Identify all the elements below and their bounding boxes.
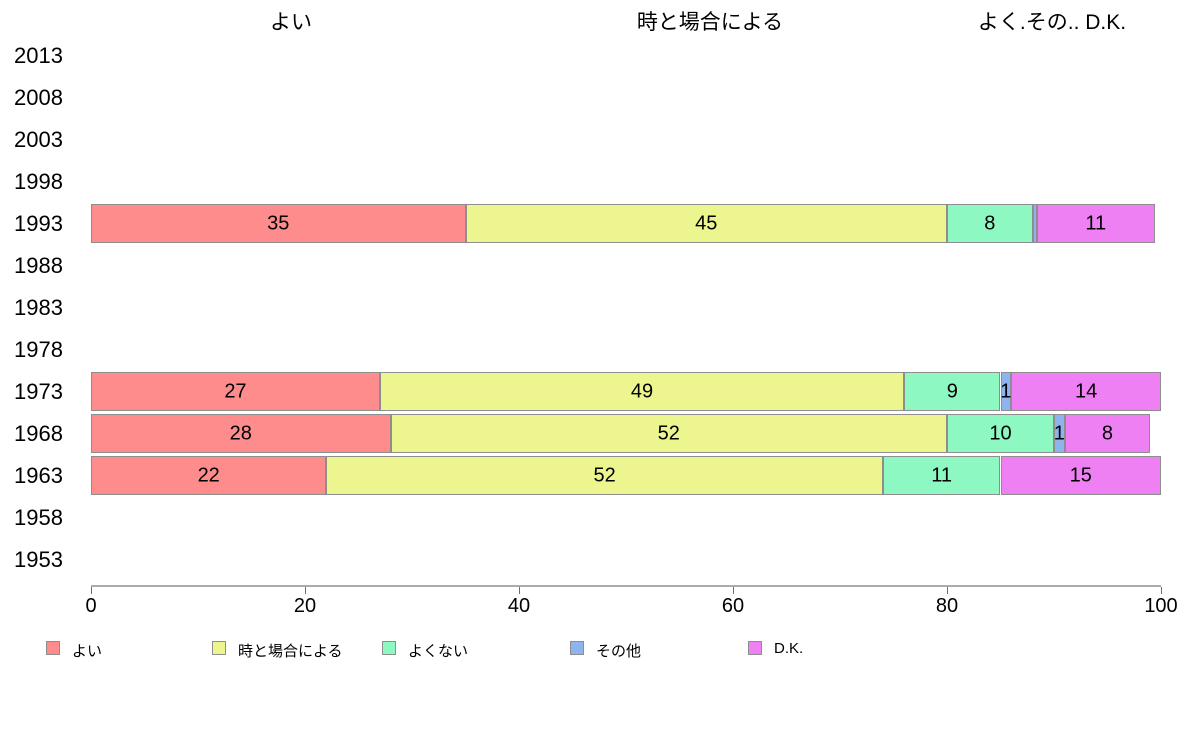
bar-segment-時と場合による: 49 [379, 372, 905, 411]
legend-swatch-yoi [46, 641, 60, 655]
legend-label: その他 [596, 643, 642, 660]
x-tick-label: 0 [85, 595, 97, 617]
bar-segment-D.K.: 14 [1011, 372, 1161, 411]
y-axis-label: 2013 [14, 43, 63, 68]
legend-label: よくない [408, 643, 469, 660]
legend-swatch-yokunai [382, 641, 396, 655]
bar-value-label: 15 [1069, 464, 1092, 486]
legend-label: よい [72, 643, 103, 660]
bar-segment-よくない: 8 [947, 204, 1033, 243]
bar-value-label: 11 [1085, 212, 1107, 234]
bar-value-label: 49 [630, 380, 654, 402]
bar-value-label: 28 [229, 422, 252, 444]
bar-segment-よい: 35 [91, 204, 466, 243]
bar-segment-その他: 1 [1000, 372, 1012, 411]
x-tick-label: 40 [507, 595, 531, 617]
bar-segment-D.K.: 15 [1000, 456, 1161, 495]
bar-segment-よくない: 10 [947, 414, 1054, 453]
bar-value-label: 11 [931, 464, 953, 486]
bar-value-label: 22 [197, 464, 220, 486]
bar-segment-その他: 1 [1054, 414, 1065, 453]
bar-value-label: 8 [1101, 422, 1114, 444]
legend-swatch-dk [748, 641, 762, 655]
legend-label: 時と場合による [238, 643, 343, 660]
legend-label: D.K. [774, 640, 804, 657]
bar-segment-よい: 27 [91, 372, 380, 411]
column-header-yokunai-sonota-dk: よく.その.. D.K. [977, 11, 1127, 34]
column-header-tokitobaai: 時と場合による [636, 11, 784, 34]
bar-segment-D.K.: 8 [1064, 414, 1151, 453]
y-axis-label: 1988 [14, 253, 63, 278]
x-axis-line [91, 585, 1161, 587]
y-axis-label: 1993 [14, 211, 63, 236]
x-tick-label: 20 [293, 595, 317, 617]
bar-segment-時と場合による: 52 [326, 456, 883, 495]
y-axis-label: 1973 [14, 379, 63, 404]
bar-value-label: 10 [989, 422, 1012, 444]
bar-segment-よい: 28 [91, 414, 391, 453]
x-tick [947, 587, 948, 594]
x-tick [305, 587, 306, 594]
bar-segment-時と場合による: 45 [465, 204, 947, 243]
x-tick [91, 587, 92, 594]
y-axis-label: 1968 [14, 421, 63, 446]
bar-segment-よい: 22 [91, 456, 327, 495]
bar-segment-時と場合による: 52 [390, 414, 947, 453]
bar-segment-その他 [1032, 204, 1037, 243]
legend-swatch-tokitobaai [212, 641, 226, 655]
y-axis-label: 1998 [14, 169, 63, 194]
bar-value-label: 9 [946, 380, 958, 402]
y-axis-label: 1978 [14, 337, 63, 362]
x-tick [733, 587, 734, 594]
bar-value-label: 52 [657, 422, 680, 444]
bar-segment-よくない: 9 [904, 372, 1001, 411]
x-tick-label: 100 [1144, 595, 1178, 617]
bar-value-label: 35 [267, 212, 290, 234]
x-tick [519, 587, 520, 594]
bar-value-label: 8 [984, 212, 996, 234]
y-axis-label: 2008 [14, 85, 63, 110]
y-axis-label: 1983 [14, 295, 63, 320]
bar-value-label: 14 [1074, 380, 1098, 402]
y-axis-label: 1958 [14, 505, 63, 530]
y-axis-label: 1953 [14, 547, 63, 572]
legend-swatch-sonota [570, 641, 584, 655]
bar-value-label: 1 [1053, 422, 1065, 444]
y-axis-label: 2003 [14, 127, 63, 152]
y-axis-label: 1963 [14, 463, 63, 488]
bar-value-label: 1 [1000, 380, 1012, 402]
x-tick-label: 80 [935, 595, 959, 617]
bar-value-label: 45 [695, 212, 718, 234]
bar-segment-よくない: 11 [882, 456, 1001, 495]
bar-segment-D.K.: 11 [1036, 204, 1155, 243]
x-tick [1161, 587, 1162, 594]
x-tick-label: 60 [721, 595, 745, 617]
bar-value-label: 52 [593, 464, 616, 486]
column-header-yoi: よい [270, 11, 312, 34]
bar-value-label: 27 [224, 380, 247, 402]
